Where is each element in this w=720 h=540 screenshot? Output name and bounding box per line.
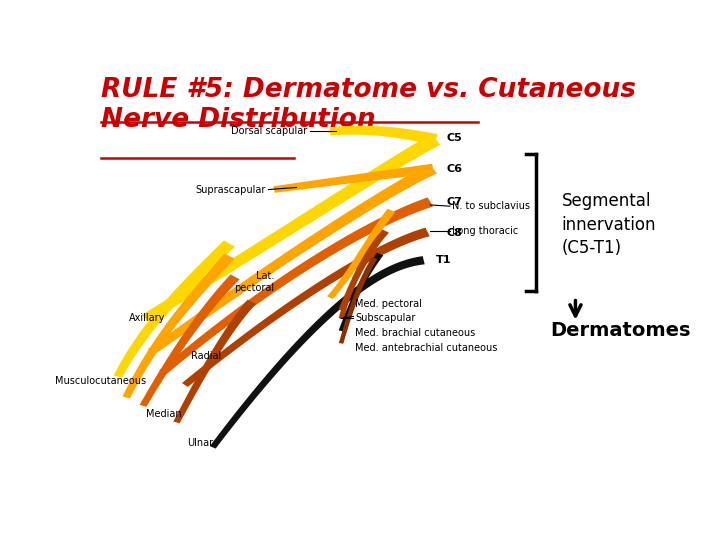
Polygon shape [210,256,425,449]
Polygon shape [114,240,235,378]
Text: Med. pectoral: Med. pectoral [355,299,422,309]
Text: T1: T1 [436,255,451,265]
Text: C6: C6 [446,164,462,174]
Text: Dermatomes: Dermatomes [550,321,691,340]
Text: RULE #5: Dermatome vs. Cutaneous
Nerve Distribution: RULE #5: Dermatome vs. Cutaneous Nerve D… [101,77,636,133]
Text: Axillary: Axillary [129,313,166,323]
Polygon shape [140,274,240,407]
Polygon shape [327,208,395,299]
Polygon shape [338,253,383,332]
Text: Med. brachial cutaneous: Med. brachial cutaneous [355,328,475,338]
Text: Dorsal scapular: Dorsal scapular [231,126,307,136]
Polygon shape [174,300,256,423]
Text: Median: Median [146,409,182,419]
Text: Subscapular: Subscapular [355,313,415,323]
Polygon shape [148,164,437,354]
Text: Med. antebrachial cutaneous: Med. antebrachial cutaneous [355,343,498,353]
Polygon shape [159,198,433,375]
Text: N. to subclavius: N. to subclavius [451,201,530,211]
Polygon shape [338,246,377,319]
Text: Suprascapular: Suprascapular [195,185,266,194]
Text: Lat.
pectoral: Lat. pectoral [234,271,274,293]
Text: Long thoracic: Long thoracic [451,226,518,236]
Polygon shape [122,253,235,399]
Text: C8: C8 [446,228,462,238]
Text: C5: C5 [446,132,462,143]
Text: Segmental
innervation
(C5-T1): Segmental innervation (C5-T1) [562,192,656,258]
Polygon shape [338,230,389,311]
Text: C7: C7 [446,197,462,207]
Polygon shape [339,257,377,344]
Text: Ulnar: Ulnar [186,438,213,448]
Polygon shape [329,126,438,145]
Polygon shape [142,134,441,322]
Polygon shape [274,164,434,193]
Text: Musculocutaneous: Musculocutaneous [55,376,145,386]
Polygon shape [182,228,430,387]
Text: Radial: Radial [191,351,221,361]
